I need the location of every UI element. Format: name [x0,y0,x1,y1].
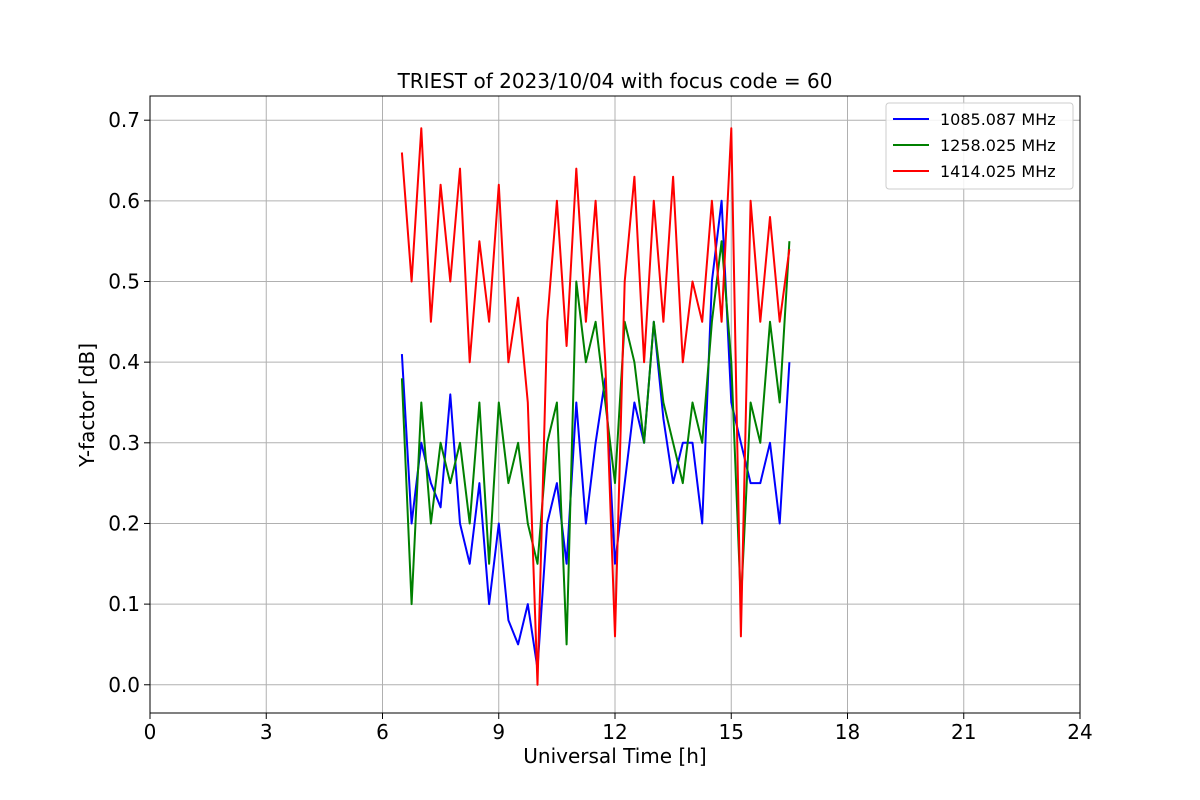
y-tick-label: 0.0 [108,673,140,697]
legend-label-2: 1258.025 MHz [940,136,1056,155]
y-tick-label: 0.6 [108,189,140,213]
x-tick-label: 15 [719,720,744,744]
x-tick-label: 0 [144,720,157,744]
y-tick-label: 0.5 [108,270,140,294]
plot-area [400,127,791,686]
series-line-3 [400,127,791,686]
y-axis-label: Y-factor [dB] [75,343,99,468]
x-tick-label: 9 [492,720,505,744]
x-tick-label: 18 [835,720,860,744]
x-axis-label: Universal Time [h] [523,744,706,768]
y-tick-label: 0.4 [108,350,140,374]
legend-label-1: 1085.087 MHz [940,110,1056,129]
x-tick-label: 12 [602,720,627,744]
chart-title: TRIEST of 2023/10/04 with focus code = 6… [397,69,833,93]
y-tick-label: 0.7 [108,108,140,132]
legend: 1085.087 MHz 1258.025 MHz 1414.025 MHz [885,102,1074,190]
x-tick-label: 3 [260,720,273,744]
legend-box [885,102,1074,190]
ticks: 0 3 6 9 12 15 18 21 24 0.0 0.1 0.2 0.3 0.4 0.5 0.6 0.7 [108,108,1093,744]
x-tick-label: 6 [376,720,389,744]
y-tick-label: 0.1 [108,592,140,616]
series-line-2 [400,240,791,646]
x-tick-label: 21 [951,720,976,744]
y-tick-label: 0.2 [108,511,140,535]
series-layer [400,127,791,686]
y-tick-label: 0.3 [108,431,140,455]
legend-label-3: 1414.025 MHz [940,162,1056,181]
x-tick-label: 24 [1067,720,1092,744]
